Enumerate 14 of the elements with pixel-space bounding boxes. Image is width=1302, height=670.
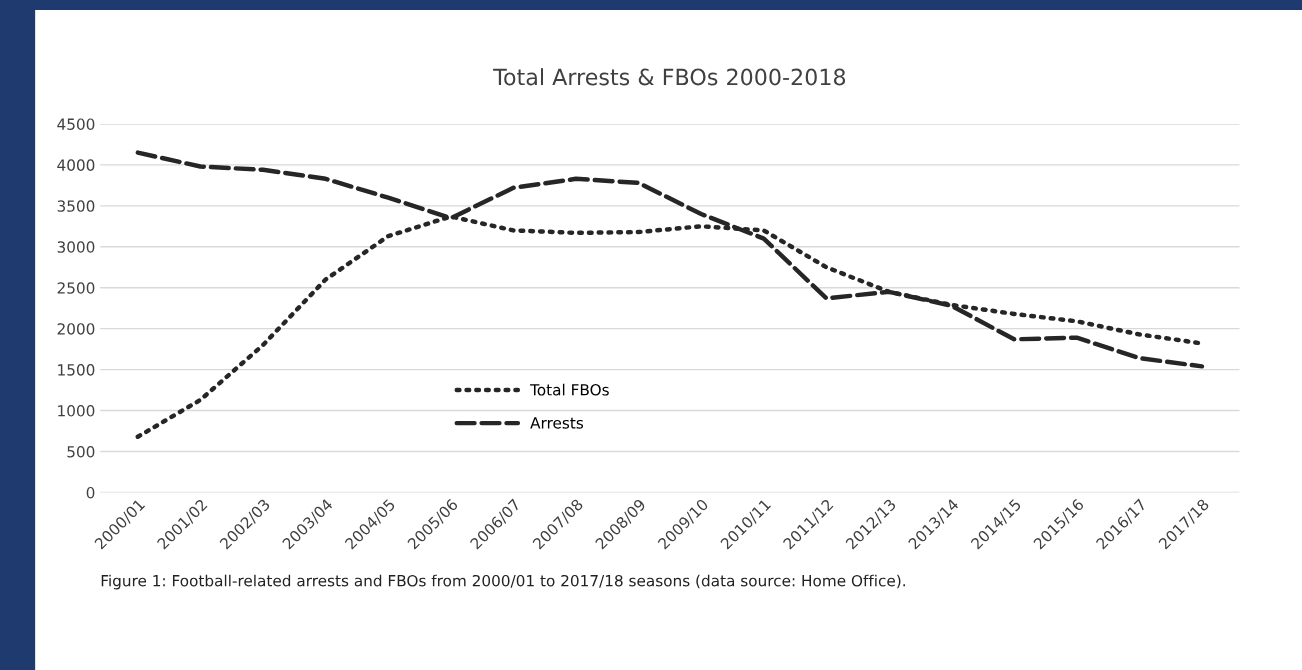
y-tick-label: 1000 [58, 405, 95, 417]
y-tick-label: 3500 [57, 200, 95, 212]
y-tick-label: 4500 [57, 118, 95, 130]
y-tick-label: 3000 [57, 241, 95, 253]
y-tick-label: 2000 [57, 323, 95, 335]
y-tick-label: 2500 [57, 282, 95, 294]
legend-label: Arrests [530, 417, 584, 429]
y-tick-label: 4000 [57, 159, 95, 171]
legend-label: Total FBOs [530, 383, 609, 396]
chart-title: Total Arrests & FBOs 2000-2018 [493, 68, 846, 86]
caption: Figure 1: Football-related arrests and FBOs from 2000/01 to 2017/18 seasons (data source: Home Office). [101, 574, 905, 590]
y-tick-label: 1500 [58, 364, 95, 376]
y-tick-label: 500 [67, 445, 95, 458]
y-tick-label: 0 [86, 486, 95, 499]
